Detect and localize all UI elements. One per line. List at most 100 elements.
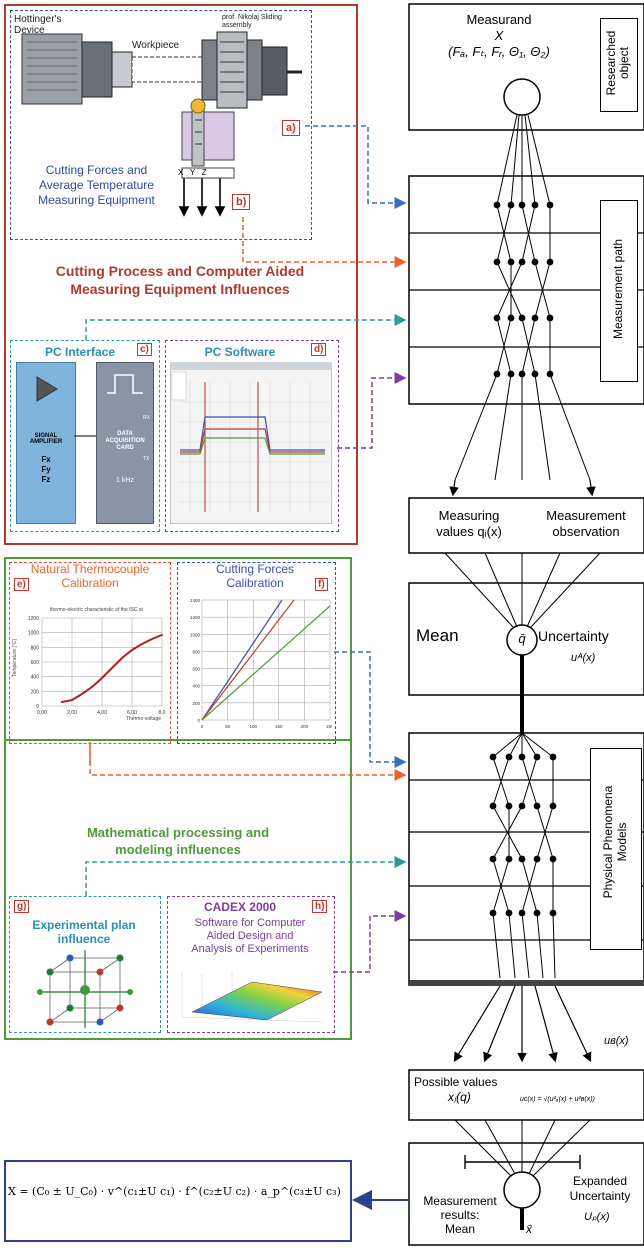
thermocouple-title: Natural Thermocouple Calibration [10,562,170,590]
measuring-values-line1: Measuring [438,508,500,523]
network-node [507,370,515,378]
experimental-plan-title-line2: influence [57,932,111,946]
thermo-ytick: 0 [36,704,39,710]
section-title-measuring-line1: Cutting Process and Computer Aided [55,263,305,279]
possible-values-line1: Possible values [414,1075,498,1089]
thermo-xtick: 0,00 [37,710,47,716]
equipment-caption-line3: Measuring Equipment [38,193,155,207]
forces-chart: 1400 1200 1000 800 600 400 200 0 0 50 100 150 200 25… [190,598,332,729]
x-bar-label: x̄ [526,1222,532,1236]
amp-channels: Fx Fy Fz [17,455,75,485]
network-node [518,201,526,209]
thermocouple-title-line1: Natural Thermocouple [30,562,150,576]
thermo-ytick: 1200 [28,616,39,622]
thermo-xtick: 8,0 [159,710,166,716]
physical-models-label [590,748,642,950]
tag-a: a) [282,120,300,136]
cadex-subtitle-line1: Software for Computer [194,917,306,929]
network-node [533,909,541,917]
network-node [505,753,513,761]
measurand-line3: (Fₐ, Fₜ, Fᵣ, Θ₁, Θ₂) [448,44,550,59]
experimental-plan-box [9,896,161,1033]
amp-title: SIGNAL AMPLIFIER [17,433,75,445]
top-influence-panel [4,4,358,545]
experimental-plan-title-line1: Experimental plan [32,918,136,932]
daq-line1: DATA [117,431,133,437]
signal-amplifier: SIGNAL AMPLIFIER Fx Fy Fz [16,362,76,524]
expanded-line2: Uncertainty [569,1189,631,1203]
section-title-mathematical-line2: modeling influences [115,842,241,857]
forces-line-red [201,599,295,721]
forces-ytick: 1000 [190,632,201,637]
network-node [546,258,554,266]
forces-line-blue [201,599,283,721]
mean-label: Mean [416,626,459,645]
network-node [507,201,515,209]
possible-values-label: Possible values xⱼ(q) [414,1075,524,1105]
forces-ytick: 600 [192,667,200,672]
experimental-plan-title: Experimental plan influence [10,918,158,946]
network-node [507,314,515,322]
thermo-ytick: 200 [31,689,40,695]
section-title-measuring: Cutting Process and Computer Aided Measu… [10,262,350,298]
tag-e: e) [14,578,29,591]
network-node [533,855,541,863]
tag-g: g) [14,900,30,913]
forces-ytick: 400 [192,684,200,689]
network-node [549,753,557,761]
tag-f: f) [315,578,328,591]
daq-tx: TX [143,456,150,462]
measuring-values-label: Measuring values qᵢ(x) [414,508,524,540]
daq-title: DATA ACQUISITION CARD [97,431,153,452]
forces-ytick: 0 [197,718,200,723]
u-b-label: uʙ(x) [604,1035,629,1047]
measurement-results-label: Measurement results: Mean [412,1194,508,1236]
pc-software-screenshot [170,362,332,524]
thermo-ytick: 800 [31,645,40,651]
uncertainty-label: Uncertainty [538,628,609,644]
tag-d: d) [311,343,327,356]
thermo-xtick: 4,00 [97,710,107,716]
forces-box [177,562,336,744]
forces-line-green [201,605,331,721]
pulse-icon [107,374,143,394]
amp-to-daq-connector [74,435,96,437]
possible-values-line2: xⱼ(q) [448,1090,471,1104]
forces-title-line1: Cutting Forces [215,562,295,576]
forces-title: Cutting Forces Calibration [180,562,330,590]
network-node [518,802,526,810]
cadex-title: CADEX 2000 [203,900,277,914]
measuring-values-box [408,497,644,554]
connector-c [85,314,407,340]
network-node [546,314,554,322]
network-node [505,909,513,917]
network-node [518,314,526,322]
assembly-label: prof. Nikolaj Sliding assembly [222,14,282,29]
section-title-mathematical: Mathematical processing and modeling inf… [10,824,346,858]
network-node [489,855,497,863]
network-node [531,314,539,322]
network-node [505,802,513,810]
daq-freq: 1 kHz [116,477,134,484]
connector-d [337,372,407,449]
network-node [493,201,501,209]
daq-rx: RX [143,415,150,421]
result-node [503,1171,541,1209]
model-formula: X = (C₀ ± U_C₀) · v^(c₁±U c₁) · f^(c₂±U … [8,1185,344,1198]
amp-line2: AMPLIFIER [29,439,63,445]
network-node [549,909,557,917]
physical-models-line1: Physical Phenomena [601,785,615,899]
network-node [546,370,554,378]
connector-h [333,910,407,973]
pc-software-title: PC Software [204,345,276,359]
amp-fz: Fz [41,475,51,484]
thermo-chart-title: thermo-electric characteristic of the IS… [50,607,143,613]
data-acquisition-card: DATA ACQUISITION CARD 1 kHz [96,362,154,524]
tag-b: b) [232,194,251,210]
cadex-subtitle-line2: Aided Design and [206,930,294,942]
daq-line3: CARD [116,445,134,451]
thermocouple-title-line2: Calibration [61,576,119,590]
connector-a [305,125,407,209]
thermo-xtick: 6,00 [127,710,137,716]
